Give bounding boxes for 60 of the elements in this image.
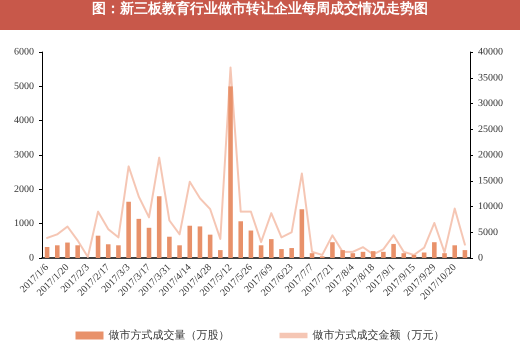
- bar: [452, 245, 458, 258]
- y2-tick-label: 25000: [478, 124, 503, 135]
- y-tick-label: 5000: [14, 80, 34, 92]
- bar: [156, 196, 162, 258]
- y-tick-label: 2000: [14, 184, 34, 195]
- line-series: [46, 66, 466, 258]
- bar: [350, 253, 356, 258]
- bar: [54, 245, 60, 258]
- bar: [65, 242, 70, 258]
- bar: [432, 242, 437, 258]
- legend-label: 做市方式成交金额（万元）: [312, 328, 444, 342]
- bar: [289, 248, 294, 258]
- bar: [381, 252, 386, 258]
- chart-title: 图：新三板教育行业做市转让企业每周成交情况走势图: [0, 0, 520, 30]
- bar: [248, 230, 254, 258]
- bar: [412, 254, 416, 258]
- y2-tick-label: 40000: [478, 46, 503, 58]
- bar: [177, 245, 182, 258]
- bar: [146, 228, 152, 258]
- bar: [300, 209, 304, 258]
- y2-tick-label: 35000: [478, 72, 503, 84]
- bar: [126, 202, 131, 258]
- bar: [360, 252, 366, 258]
- y2-tick-label: 10000: [478, 201, 503, 212]
- bar: [422, 252, 426, 258]
- y2-tick-label: 30000: [478, 98, 503, 109]
- bar: [442, 253, 447, 258]
- y-tick-label: 1000: [14, 218, 34, 230]
- y-tick-label: 6000: [14, 46, 34, 58]
- bar: [238, 221, 244, 258]
- y2-tick-label: 20000: [478, 150, 503, 160]
- bar: [462, 250, 468, 258]
- bar: [167, 236, 172, 258]
- y-tick-label: 3000: [14, 150, 34, 160]
- bar: [258, 245, 264, 258]
- bar: [340, 250, 345, 258]
- y-tick-label: 0: [29, 252, 34, 264]
- bar: [279, 249, 284, 258]
- bar: [208, 234, 212, 258]
- bar: [187, 226, 192, 258]
- bar: [228, 86, 233, 258]
- y2-tick-label: 5000: [478, 226, 498, 238]
- bar: [370, 251, 376, 258]
- legend-label: 做市方式成交量（万股）: [108, 328, 230, 342]
- bar: [44, 247, 50, 258]
- bar: [116, 245, 121, 258]
- y2-tick-label: 0: [478, 252, 483, 264]
- bar: [136, 218, 142, 258]
- bar: [198, 226, 202, 258]
- bar: [75, 245, 80, 258]
- bar: [268, 239, 274, 258]
- y2-tick-label: 15000: [478, 175, 503, 186]
- bar: [96, 236, 100, 258]
- bar: [330, 242, 335, 258]
- y-tick-label: 4000: [14, 115, 34, 126]
- bar: [218, 250, 223, 258]
- bar: [391, 244, 396, 258]
- bar: [310, 253, 314, 258]
- bar: [401, 253, 406, 258]
- bar: [106, 244, 111, 258]
